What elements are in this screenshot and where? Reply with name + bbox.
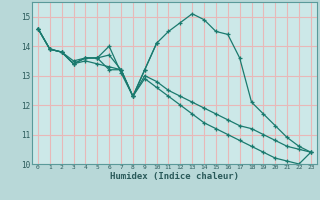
X-axis label: Humidex (Indice chaleur): Humidex (Indice chaleur) — [110, 172, 239, 181]
